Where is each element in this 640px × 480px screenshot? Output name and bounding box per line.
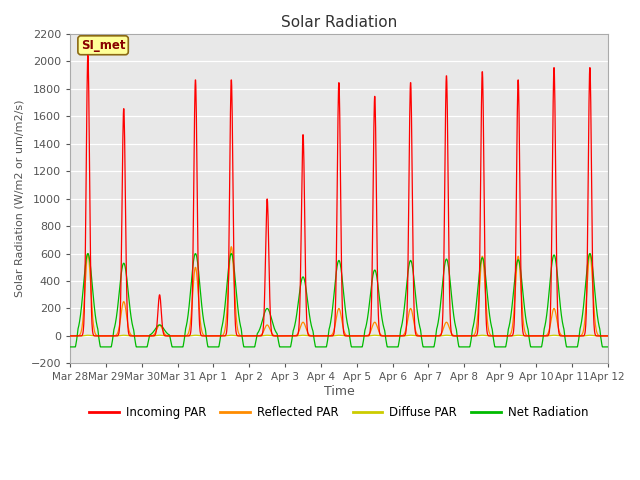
Y-axis label: Solar Radiation (W/m2 or um/m2/s): Solar Radiation (W/m2 or um/m2/s) — [15, 100, 25, 298]
X-axis label: Time: Time — [323, 385, 355, 398]
Title: Solar Radiation: Solar Radiation — [281, 15, 397, 30]
Text: SI_met: SI_met — [81, 39, 125, 52]
Legend: Incoming PAR, Reflected PAR, Diffuse PAR, Net Radiation: Incoming PAR, Reflected PAR, Diffuse PAR… — [84, 401, 593, 423]
